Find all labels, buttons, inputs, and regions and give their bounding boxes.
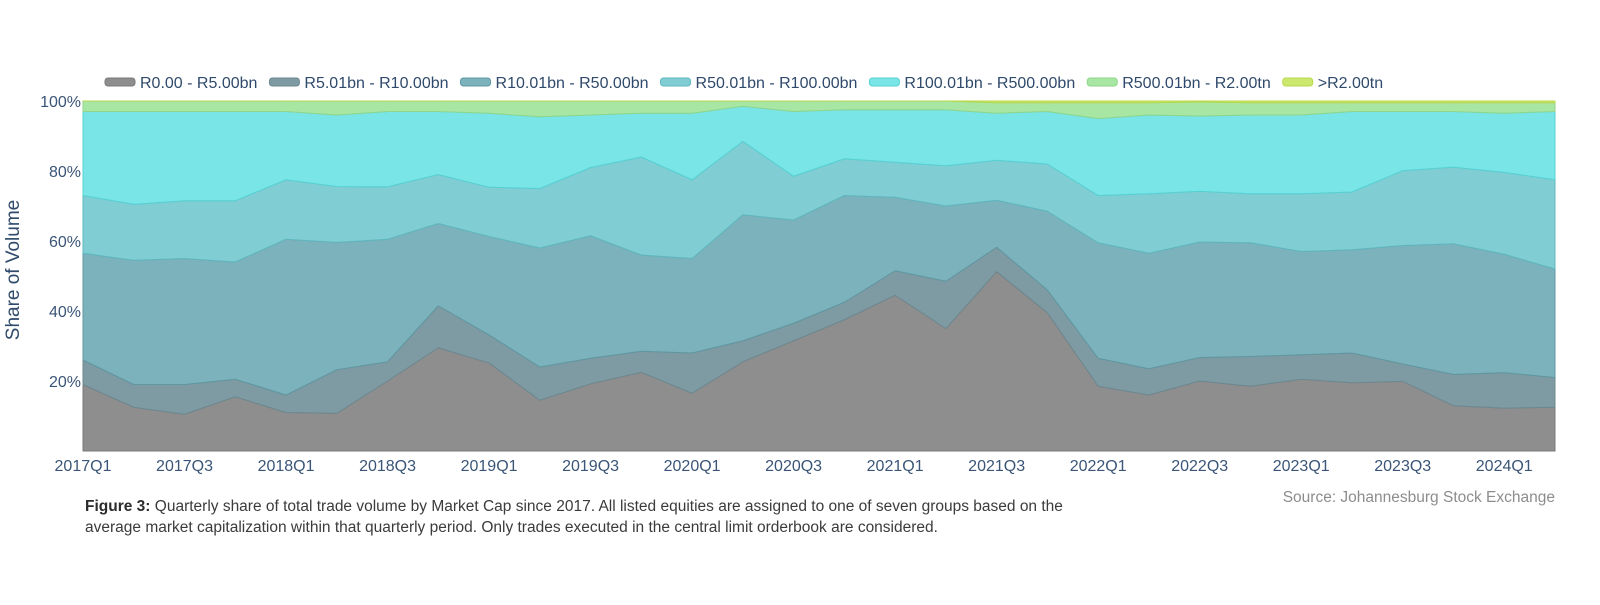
legend-swatch — [868, 77, 900, 87]
caption-text: Quarterly share of total trade volume by… — [85, 498, 1063, 536]
legend-label: R0.00 - R5.00bn — [140, 75, 257, 92]
legend-item[interactable]: R5.01bn - R10.00bn — [268, 75, 449, 92]
y-tick-label: 60% — [49, 234, 81, 251]
legend-item[interactable]: R50.01bn - R100.00bn — [660, 75, 858, 92]
x-tick-label: 2019Q3 — [562, 458, 619, 475]
legend-item[interactable]: R0.00 - R5.00bn — [104, 75, 257, 92]
source-note: Source: Johannesburg Stock Exchange — [1282, 489, 1555, 506]
y-axis: 20% 40% 60% 80% 100% — [40, 94, 81, 391]
legend-swatch — [1282, 77, 1314, 87]
legend-item[interactable]: R100.01bn - R500.00bn — [868, 75, 1075, 92]
legend-swatch — [660, 77, 692, 87]
legend-label: R5.01bn - R10.00bn — [304, 75, 448, 92]
x-axis: 2017Q1 2017Q3 2018Q1 2018Q3 2019Q1 2019Q3 2020… — [55, 458, 1533, 475]
x-tick-label: 2024Q1 — [1476, 458, 1533, 475]
y-tick-label: 40% — [49, 304, 81, 321]
area-series-6 — [82, 100, 1556, 104]
legend-swatch — [268, 77, 300, 87]
x-tick-label: 2022Q1 — [1070, 458, 1127, 475]
x-tick-label: 2021Q1 — [867, 458, 924, 475]
x-tick-label: 2022Q3 — [1171, 458, 1228, 475]
legend-item[interactable]: >R2.00tn — [1282, 75, 1383, 92]
figure-caption: Figure 3: Quarterly share of total trade… — [85, 496, 1085, 538]
y-tick-label: 20% — [49, 374, 81, 391]
x-tick-label: 2021Q3 — [968, 458, 1025, 475]
legend-label: R10.01bn - R50.00bn — [496, 75, 649, 92]
x-tick-label: 2019Q1 — [461, 458, 518, 475]
legend-item[interactable]: R500.01bn - R2.00tn — [1086, 75, 1271, 92]
legend-swatch — [1086, 77, 1118, 87]
x-tick-label: 2017Q3 — [156, 458, 213, 475]
x-tick-label: 2020Q1 — [664, 458, 721, 475]
x-tick-label: 2018Q3 — [359, 458, 416, 475]
y-axis-label: Share of Volume — [3, 200, 24, 340]
x-tick-label: 2017Q1 — [55, 458, 112, 475]
x-tick-label: 2023Q3 — [1374, 458, 1431, 475]
legend: R0.00 - R5.00bn R5.01bn - R10.00bn R10.01b… — [104, 75, 1383, 92]
x-tick-label: 2020Q3 — [765, 458, 822, 475]
y-tick-label: 80% — [49, 164, 81, 181]
legend-label: R100.01bn - R500.00bn — [904, 75, 1075, 92]
x-tick-label: 2023Q1 — [1273, 458, 1330, 475]
legend-label: >R2.00tn — [1318, 75, 1383, 92]
legend-label: R50.01bn - R100.00bn — [696, 75, 858, 92]
x-tick-label: 2018Q1 — [258, 458, 315, 475]
legend-label: R500.01bn - R2.00tn — [1122, 75, 1271, 92]
legend-item[interactable]: R10.01bn - R50.00bn — [460, 75, 649, 92]
areas-layer — [82, 100, 1556, 452]
y-tick-label: 100% — [40, 94, 81, 111]
legend-swatch — [460, 77, 492, 87]
legend-swatch — [104, 77, 136, 87]
caption-label: Figure 3: — [85, 498, 151, 515]
